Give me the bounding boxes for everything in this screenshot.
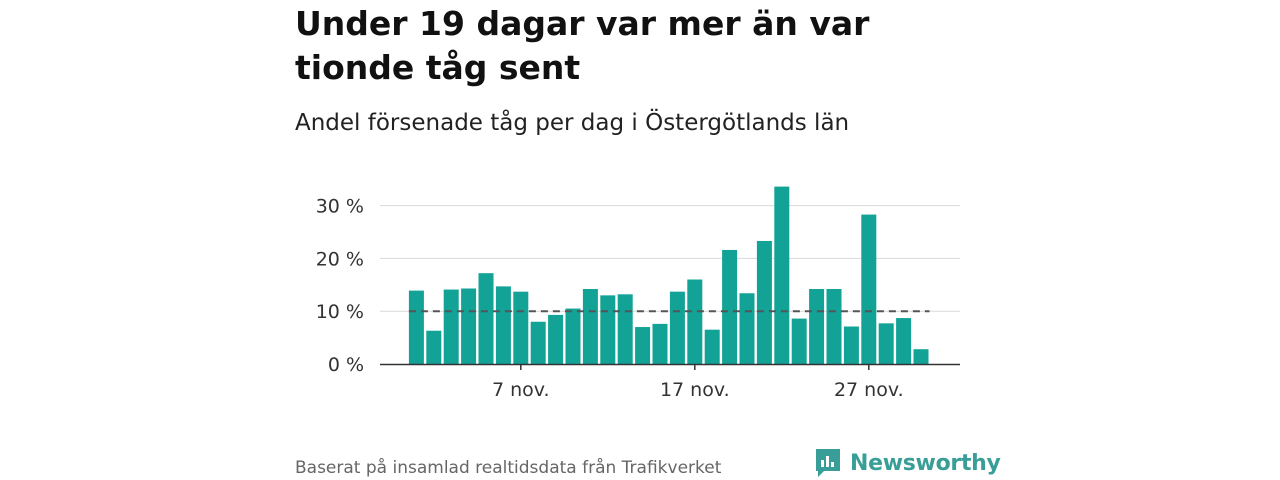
bar	[461, 288, 477, 364]
newsworthy-logo-icon	[816, 449, 840, 477]
y-tick-label: 20 %	[316, 248, 364, 270]
bar	[617, 294, 633, 364]
bar	[600, 295, 616, 364]
bar	[774, 186, 790, 364]
bar	[513, 291, 529, 364]
bar	[739, 293, 755, 364]
bar	[426, 330, 442, 364]
bar	[809, 289, 825, 364]
bar	[530, 321, 546, 364]
bar	[443, 289, 459, 364]
x-axis-ticks: 7 nov. 17 nov. 27 nov.	[492, 364, 904, 401]
bar	[635, 327, 651, 364]
bar	[913, 349, 929, 364]
newsworthy-logo[interactable]: Newsworthy	[814, 447, 1001, 479]
bar	[495, 286, 511, 364]
bar	[687, 279, 703, 364]
chart-subtitle: Andel försenade tåg per dag i Östergötla…	[295, 110, 850, 136]
bar	[791, 318, 807, 364]
bar	[408, 290, 424, 364]
bar	[756, 240, 772, 364]
bar	[548, 314, 564, 364]
y-tick-label: 10 %	[316, 301, 364, 323]
x-tick-label: 27 nov.	[834, 379, 904, 401]
bar	[652, 323, 668, 364]
bar	[843, 326, 859, 364]
bar	[861, 214, 877, 364]
bar	[478, 273, 494, 364]
x-tick-label: 17 nov.	[660, 379, 730, 401]
newsworthy-logo-text: Newsworthy	[850, 450, 1001, 476]
bar-chart: 0 % 10 % 20 % 30 % 7 nov. 17 nov. 27 nov.	[316, 186, 960, 401]
y-axis-ticks: 0 % 10 % 20 % 30 %	[316, 196, 364, 376]
chart-title: Under 19 dagar var mer än var tionde tåg…	[295, 4, 870, 87]
bar	[826, 289, 842, 364]
bar	[565, 308, 581, 364]
x-tick-label: 7 nov.	[492, 379, 550, 401]
bar	[669, 291, 685, 364]
bar	[722, 249, 738, 364]
bar	[582, 289, 598, 364]
bars	[380, 186, 960, 366]
source-note: Baserat på insamlad realtidsdata från Tr…	[295, 458, 722, 478]
bar	[704, 329, 720, 364]
y-tick-label: 0 %	[328, 354, 364, 376]
y-tick-label: 30 %	[316, 196, 364, 218]
bar	[878, 323, 894, 364]
bar	[896, 318, 912, 364]
